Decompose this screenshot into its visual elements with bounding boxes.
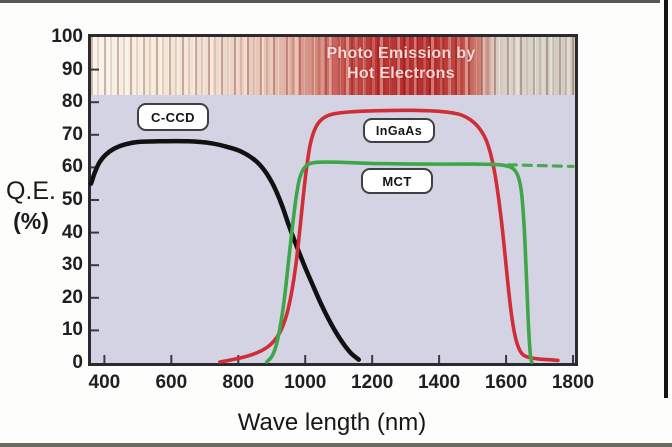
series-label-mct: MCT — [361, 168, 433, 194]
c-ccd-label-text: C-CCD — [151, 109, 195, 125]
x-tick-label-1000: 1000 — [284, 372, 327, 393]
x-axis-title: Wave length (nm) — [237, 409, 427, 436]
ingaas-label-text: InGaAs — [375, 123, 423, 138]
y-tick-label-0: 0 — [72, 352, 83, 373]
y-axis-title-pct: (%) — [13, 208, 49, 234]
x-tick-label-1400: 1400 — [417, 372, 461, 393]
x-tick-label-800: 800 — [222, 372, 255, 393]
x-tick-label-1200: 1200 — [351, 372, 394, 393]
y-tick-label-20: 20 — [61, 286, 83, 308]
curve-mct — [264, 160, 534, 364]
photo-emission-band: Photo Emission by Hot Electrons — [91, 37, 575, 95]
y-tick-label-40: 40 — [61, 221, 83, 243]
video-artifact-right-line — [664, 0, 668, 398]
x-tick-label-400: 400 — [88, 372, 121, 393]
band-label-line1: Photo Emission by — [326, 45, 476, 62]
curve-c-ccd — [88, 138, 362, 362]
y-tick-label-100: 100 — [51, 26, 83, 47]
x-tick-label-600: 600 — [155, 372, 188, 393]
y-tick-label-50: 50 — [61, 189, 83, 210]
x-tick-label-1600: 1600 — [484, 372, 528, 393]
video-artifact-top-strip — [0, 0, 660, 3]
curve-mct-extended-dashed- — [491, 162, 575, 168]
curve-ingaas — [218, 108, 560, 364]
photo-emission-band-label: Photo Emission by Hot Electrons — [266, 44, 536, 84]
y-tick-label-70: 70 — [61, 123, 83, 145]
axis-tick-marks — [91, 68, 574, 363]
y-tick-label-10: 10 — [61, 319, 83, 341]
mct-label-text: MCT — [382, 173, 412, 189]
video-artifact-bottom-strip — [0, 443, 672, 447]
band-label-line2: Hot Electrons — [347, 65, 455, 82]
data-curves — [88, 108, 575, 364]
y-tick-label-30: 30 — [61, 254, 83, 276]
series-label-c-ccd: C-CCD — [137, 103, 209, 131]
y-axis-title: Q.E. (%) — [0, 176, 62, 236]
y-axis-title-qe: Q.E. — [5, 177, 56, 205]
x-tick-label-1800: 1800 — [551, 372, 595, 393]
curves-svg — [88, 68, 575, 364]
series-label-ingaas: InGaAs — [363, 118, 435, 143]
plot-area: Photo Emission by Hot Electrons — [88, 34, 578, 366]
y-tick-label-80: 80 — [61, 91, 83, 113]
y-tick-label-60: 60 — [61, 156, 83, 178]
y-tick-label-90: 90 — [61, 58, 83, 80]
